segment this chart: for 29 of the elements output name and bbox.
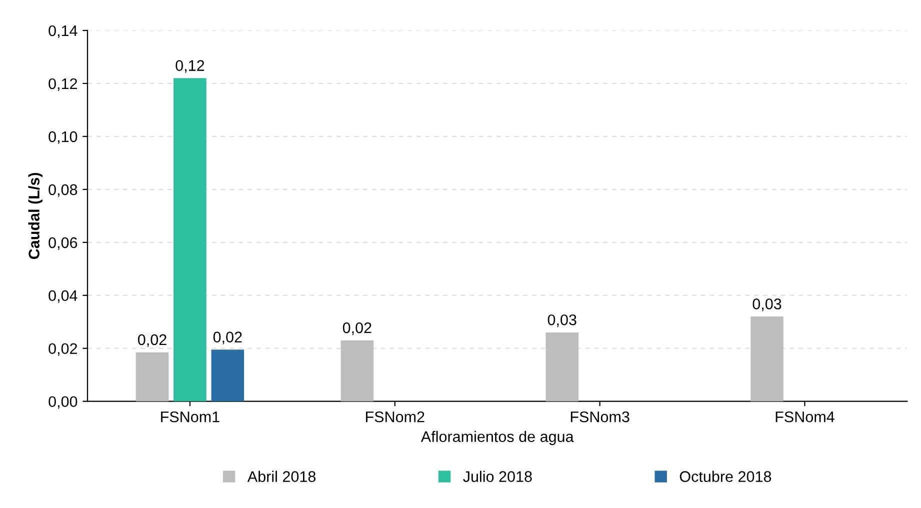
legend-label: Julio 2018 <box>463 470 532 482</box>
data-label: 0,03 <box>752 298 782 312</box>
y-tick-label: 0,12 <box>48 78 78 91</box>
data-label: 0,12 <box>176 60 204 73</box>
bar <box>546 332 578 402</box>
x-tick-label: FSNom4 <box>776 411 834 422</box>
x-tick-label: FSNom1 <box>161 411 220 422</box>
y-tick-label: 0,06 <box>48 237 78 250</box>
y-tick-label: 0,02 <box>48 343 78 356</box>
data-label: 0,02 <box>138 334 166 347</box>
bar <box>136 352 169 402</box>
y-tick-label: 0,14 <box>48 25 78 38</box>
legend-label: Octubre 2018 <box>680 470 772 482</box>
bar <box>211 350 244 402</box>
legend-label: Abril 2018 <box>247 470 316 482</box>
y-tick-label: 0,10 <box>48 131 78 144</box>
bar <box>174 78 206 402</box>
x-tick-label: FSNom3 <box>570 411 630 422</box>
x-tick-label: FSNom2 <box>366 411 424 422</box>
data-label: 0,03 <box>548 314 576 328</box>
y-tick-label: 0,00 <box>48 396 78 409</box>
y-axis-title: Caudal (L/s) <box>28 172 42 259</box>
bar <box>750 316 784 402</box>
y-tick-label: 0,04 <box>48 290 78 303</box>
bar <box>340 340 374 402</box>
x-axis-title: Afloramientos de agua <box>420 430 574 446</box>
y-tick-label: 0,08 <box>48 184 78 197</box>
data-label: 0,02 <box>342 322 372 336</box>
data-label: 0,02 <box>213 332 242 344</box>
